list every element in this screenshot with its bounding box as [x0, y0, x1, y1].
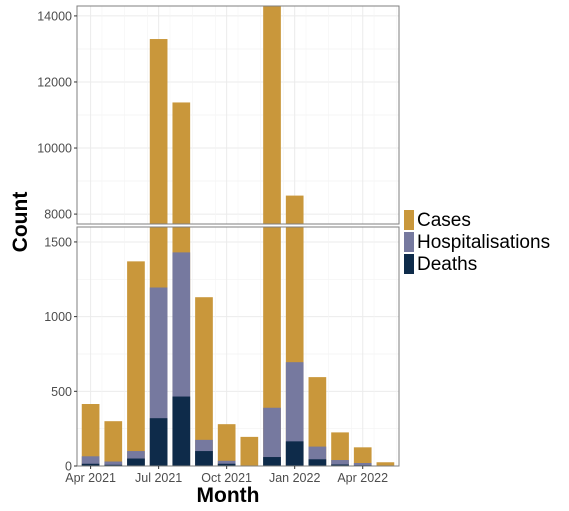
- bar-cases-2021-06: [127, 261, 145, 466]
- bar-hospitalisations-2021-04: [81, 456, 100, 466]
- bar-deaths-2022-01: [285, 441, 304, 466]
- lower-y-tick-label: 500: [51, 385, 72, 399]
- legend-item-hospitalisations: Hospitalisations: [404, 232, 550, 253]
- bar-deaths-2021-12: [263, 457, 281, 466]
- x-tick-label: Jan 2022: [269, 471, 320, 485]
- lower-y-tick-label: 1000: [44, 310, 72, 324]
- bar-cases-2021-05: [104, 421, 123, 466]
- bar-cases-2021-12-upper: [263, 6, 281, 224]
- x-tick-label: Jul 2021: [135, 471, 182, 485]
- bar-cases-2022-02: [308, 377, 327, 466]
- lower-y-tick-label: 1500: [44, 235, 72, 249]
- bar-cases-2021-12: [263, 227, 281, 466]
- bar-deaths-2021-06: [127, 458, 145, 466]
- bar-hospitalisations-2021-12: [263, 407, 281, 466]
- bar-cases-2022-04: [353, 447, 372, 466]
- bar-deaths-2021-04: [81, 463, 100, 466]
- bar-cases-2021-07-upper: [149, 39, 168, 224]
- upper-y-tick-label: 10000: [37, 142, 72, 156]
- bar-hospitalisations-2022-01: [285, 362, 304, 466]
- lower-panel: 0 500 1000 1500: [44, 226, 400, 474]
- upper-gridlines: [77, 6, 399, 224]
- bar-hospitalisations-2021-10: [217, 460, 236, 466]
- upper-y-tick-label: 8000: [44, 208, 72, 222]
- legend-label-hospitalisations: Hospitalisations: [417, 232, 550, 253]
- upper-panel-border: [76, 5, 400, 225]
- lower-y-tick-label: 0: [65, 460, 72, 474]
- bar-hospitalisations-2021-05: [104, 461, 123, 466]
- legend-item-cases: Cases: [404, 210, 471, 231]
- x-tick-label: Apr 2021: [65, 471, 116, 485]
- bar-deaths-2021-07: [149, 418, 168, 466]
- legend-swatch-deaths: [404, 254, 414, 274]
- bar-cases-2021-10: [217, 424, 236, 466]
- x-axis: Apr 2021 Jul 2021 Oct 2021 Jan 2022 Apr 2022: [65, 466, 388, 485]
- x-axis-title: Month: [197, 484, 260, 507]
- bar-hospitalisations-2022-03: [331, 460, 349, 466]
- upper-panel: 8000 10000 12000 14000: [37, 5, 400, 225]
- bar-cases-2022-03: [331, 432, 349, 466]
- bar-cases-2021-11: [240, 436, 259, 466]
- bar-deaths-2022-03: [331, 464, 349, 466]
- x-tick-label: Apr 2022: [337, 471, 388, 485]
- bar-cases-2021-04: [81, 404, 100, 466]
- bar-cases-2021-08-upper: [172, 102, 191, 224]
- bar-deaths-2021-08: [172, 396, 191, 466]
- bar-hospitalisations-2022-04: [353, 463, 372, 466]
- y-axis-title: Count: [9, 192, 32, 253]
- bar-deaths-2022-02: [308, 459, 327, 466]
- bar-cases-2022-01-upper: [285, 195, 304, 224]
- upper-bars: [149, 6, 304, 224]
- bar-deaths-2021-09: [195, 451, 213, 466]
- legend-label-deaths: Deaths: [417, 254, 477, 275]
- legend-item-deaths: Deaths: [404, 254, 477, 275]
- lower-bars: [81, 227, 395, 466]
- bar-deaths-2021-05: [104, 464, 123, 466]
- upper-y-tick-label: 14000: [37, 9, 72, 23]
- lower-panel-border: [76, 226, 400, 467]
- x-tick-label: Oct 2021: [201, 471, 252, 485]
- legend-swatch-hospitalisations: [404, 232, 414, 252]
- upper-y-tick-label: 12000: [37, 75, 72, 89]
- legend-swatch-cases: [404, 210, 414, 230]
- legend-label-cases: Cases: [417, 210, 471, 231]
- bar-deaths-2021-10: [217, 463, 236, 466]
- bar-cases-2022-05: [376, 462, 395, 466]
- bar-cases-2021-09: [195, 297, 213, 466]
